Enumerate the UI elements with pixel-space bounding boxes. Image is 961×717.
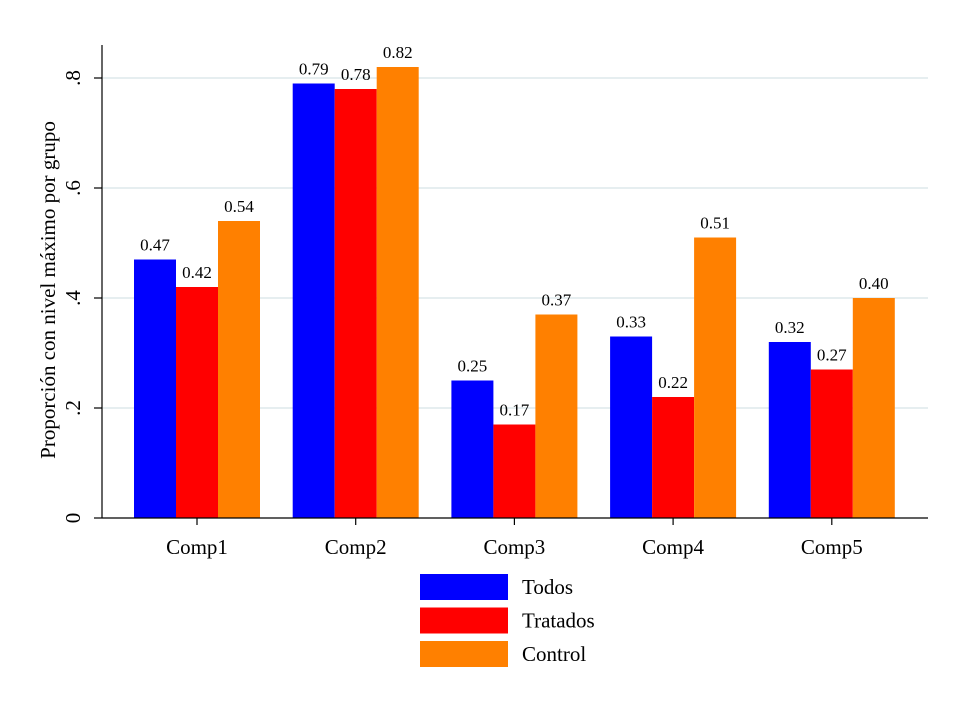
data-label: 0.40 bbox=[859, 274, 889, 293]
bar-todos-comp5 bbox=[768, 342, 811, 518]
bar-tratados-comp2 bbox=[334, 89, 377, 518]
legend-label: Control bbox=[522, 642, 586, 666]
legend-label: Todos bbox=[522, 575, 573, 599]
bar-control-comp2 bbox=[376, 67, 419, 518]
data-label: 0.51 bbox=[700, 214, 730, 233]
legend-swatch-control bbox=[420, 641, 508, 667]
x-tick-label: Comp2 bbox=[325, 535, 387, 559]
y-ticks: 0 .2 .4 .6 .8 bbox=[61, 70, 102, 523]
data-label: 0.25 bbox=[458, 357, 488, 376]
bars bbox=[134, 67, 895, 518]
legend-swatch-tratados bbox=[420, 607, 508, 634]
data-label: 0.47 bbox=[140, 236, 170, 255]
y-axis-label: Proporción con nivel máximo por grupo bbox=[36, 121, 60, 459]
bar-todos-comp4 bbox=[610, 336, 653, 518]
legend-label: Tratados bbox=[522, 609, 595, 633]
data-label: 0.54 bbox=[224, 197, 254, 216]
data-label: 0.79 bbox=[299, 60, 329, 79]
legend: Todos Tratados Control bbox=[420, 574, 595, 667]
y-tick-label: 0 bbox=[61, 513, 85, 524]
bar-control-comp4 bbox=[694, 237, 737, 518]
data-label: 0.17 bbox=[500, 401, 530, 420]
bar-tratados-comp4 bbox=[652, 397, 695, 518]
y-tick-label: .2 bbox=[61, 400, 85, 416]
data-label: 0.22 bbox=[658, 373, 688, 392]
data-label: 0.27 bbox=[817, 346, 847, 365]
data-label: 0.32 bbox=[775, 318, 805, 337]
data-labels: 0.47 0.42 0.54 0.79 0.78 0.82 0.25 0.17 0.37 0.33… bbox=[140, 43, 889, 420]
bar-todos-comp1 bbox=[134, 259, 176, 518]
x-tick-label: Comp4 bbox=[642, 535, 704, 559]
bar-todos-comp2 bbox=[292, 83, 335, 518]
x-tick-label: Comp5 bbox=[801, 535, 863, 559]
data-label: 0.78 bbox=[341, 65, 371, 84]
bar-tratados-comp5 bbox=[810, 369, 853, 518]
data-label: 0.33 bbox=[616, 313, 646, 332]
y-tick-label: .4 bbox=[61, 290, 85, 306]
bar-control-comp1 bbox=[218, 221, 260, 518]
bar-tratados-comp1 bbox=[176, 287, 218, 518]
x-tick-label: Comp1 bbox=[166, 535, 228, 559]
bar-control-comp5 bbox=[852, 298, 895, 518]
x-ticks: Comp1 Comp2 Comp3 Comp4 Comp5 bbox=[166, 518, 863, 559]
data-label: 0.82 bbox=[383, 43, 413, 62]
legend-swatch-todos bbox=[420, 574, 508, 600]
bar-todos-comp3 bbox=[451, 380, 494, 518]
y-tick-label: .6 bbox=[61, 180, 85, 196]
bar-control-comp3 bbox=[535, 314, 578, 518]
y-tick-label: .8 bbox=[61, 70, 85, 86]
data-label: 0.42 bbox=[182, 263, 212, 282]
data-label: 0.37 bbox=[542, 291, 572, 310]
x-tick-label: Comp3 bbox=[483, 535, 545, 559]
bar-tratados-comp3 bbox=[493, 424, 536, 518]
